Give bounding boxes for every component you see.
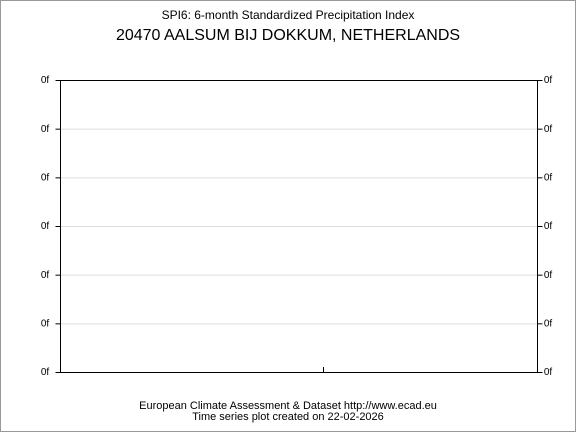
y-tick-label: 0f [41,367,50,378]
y2-tick-label: 0f [544,221,553,232]
y2-tick-label: 0f [544,270,553,281]
y2-tick-label: 0f [544,318,553,329]
y2-tick-label: 0f [544,367,553,378]
y-tick-label: 0f [41,318,50,329]
y2-tick-label: 0f [544,124,553,135]
y-tick-label: 0f [41,124,50,135]
footer: European Climate Assessment & Dataset ht… [139,400,437,412]
y-tick-label: 0f [41,75,50,86]
footer: Time series plot created on 22-02-2026 [192,411,384,423]
y-tick-label: 0f [41,172,50,183]
y2-tick-label: 0f [544,172,553,183]
chart-title: SPI6: 6-month Standardized Precipitation… [162,8,415,22]
y-tick-label: 0f [41,221,50,232]
y2-tick-label: 0f [544,75,553,86]
y-tick-label: 0f [41,270,50,281]
chart-subtitle: 20470 AALSUM BIJ DOKKUM, NETHERLANDS [116,27,460,44]
